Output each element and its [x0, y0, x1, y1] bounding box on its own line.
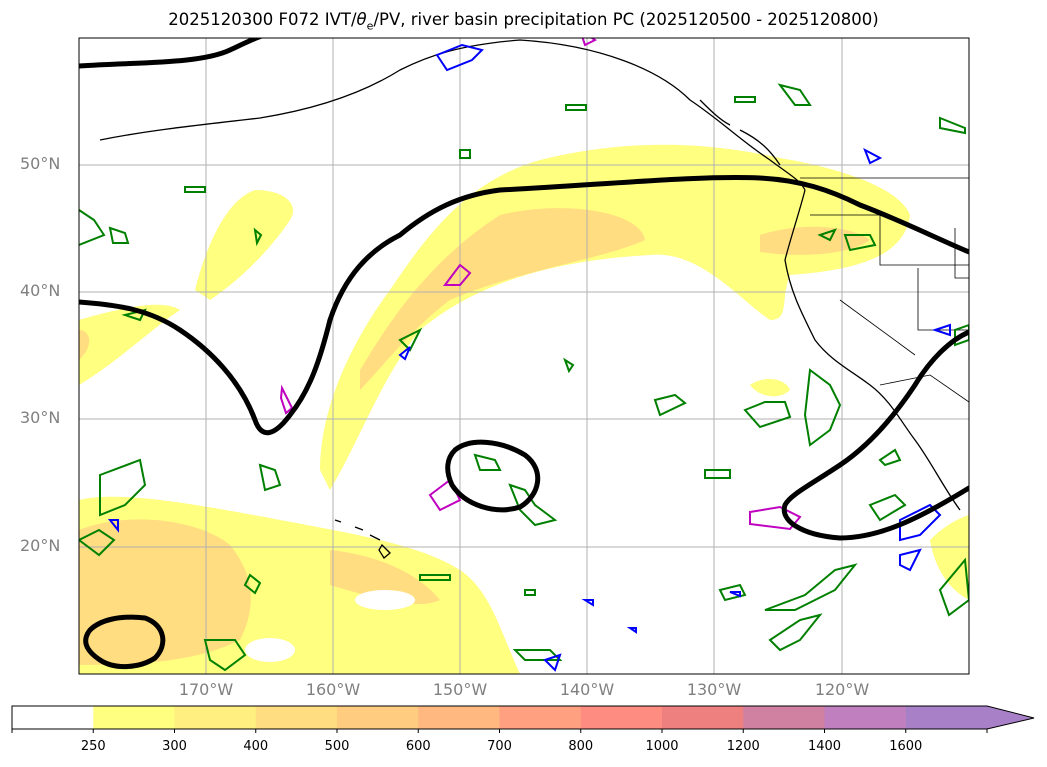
ivt-plume-northwest	[195, 190, 294, 300]
lat-label-30n: 30°N	[20, 408, 61, 427]
lon-label-130w: 130°W	[686, 680, 742, 699]
colorbar-label: 400	[243, 739, 269, 754]
colorbar-label: 1200	[726, 739, 760, 754]
lon-label-170w: 170°W	[178, 680, 234, 699]
ivt-plume-west	[79, 304, 180, 385]
coastlines	[99, 39, 961, 559]
ivt-shading	[79, 144, 969, 674]
colorbar-label: 800	[568, 739, 594, 754]
map-frame	[78, 37, 970, 675]
theta-e-green-contours	[79, 83, 969, 672]
theta-e-blue-contours	[107, 43, 951, 672]
lon-label-150w: 150°W	[432, 680, 488, 699]
north-america-coast	[784, 189, 961, 511]
colorbar-label: 1400	[807, 739, 842, 754]
graticule	[79, 38, 969, 674]
colorbar-label: 1000	[645, 739, 679, 754]
pv-contours	[79, 38, 969, 669]
alaska-coast	[99, 39, 806, 191]
colorbar-label: 1600	[889, 739, 923, 754]
colorbar-label: 700	[487, 739, 512, 754]
map-title: 2025120300 F072 IVT/θe/PV, river basin p…	[168, 10, 879, 33]
colorbar-label: 500	[324, 739, 350, 754]
hawaii	[334, 519, 391, 559]
lat-label-50n: 50°N	[20, 154, 61, 173]
ivt-plume-north	[320, 144, 910, 491]
lon-label-120w: 120°W	[814, 680, 870, 699]
bc-islands	[699, 99, 781, 166]
lon-label-160w: 160°W	[305, 680, 361, 699]
lat-label-20n: 20°N	[20, 536, 61, 555]
lat-label-40n: 40°N	[20, 281, 61, 300]
pv-contour-north	[79, 38, 264, 69]
lon-label-140w: 140°W	[559, 680, 615, 699]
pv-contour-closed-center	[445, 439, 541, 513]
pv-contour-main	[79, 174, 969, 435]
borders	[800, 177, 969, 403]
colorbar-label: 300	[162, 739, 187, 754]
colorbar-label: 600	[405, 739, 431, 754]
ivt-plume-north-inner	[360, 208, 645, 390]
colorbar-label: 250	[80, 739, 106, 754]
pv-contour-southeast	[781, 329, 969, 541]
pv-contour-closed-southwest	[83, 614, 166, 669]
